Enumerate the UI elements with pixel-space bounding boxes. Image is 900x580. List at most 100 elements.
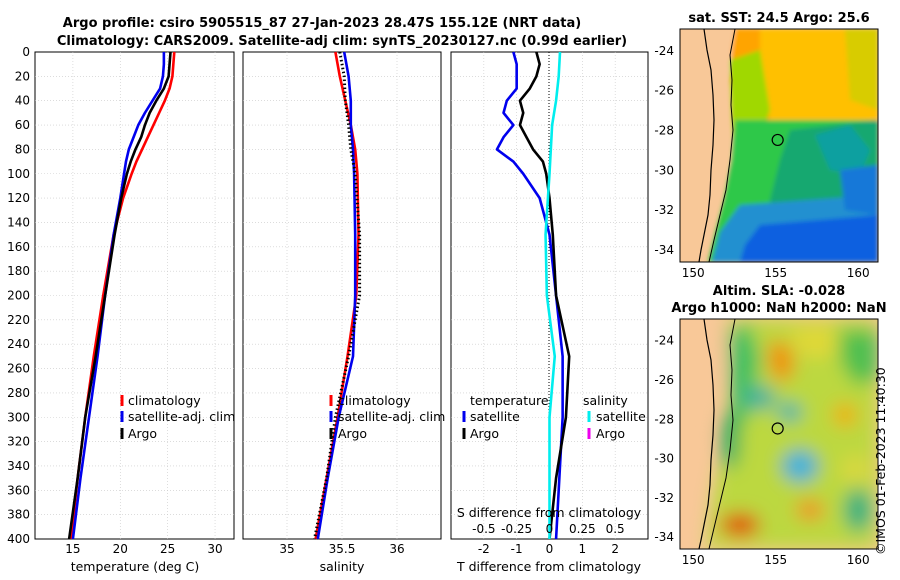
temperature-series bbox=[67, 51, 176, 540]
lat-tick-label: -30 bbox=[654, 163, 674, 177]
depth-tick-label: 160 bbox=[7, 240, 30, 254]
top-tick-label: -0.25 bbox=[501, 522, 532, 536]
series-salinity-satellite bbox=[544, 51, 562, 539]
lat-tick-label: -34 bbox=[654, 243, 674, 257]
x-tick-label: 1 bbox=[579, 542, 587, 556]
top-tick-label: -0.5 bbox=[472, 522, 495, 536]
depth-tick-label: 80 bbox=[15, 142, 30, 156]
lat-tick-label: -30 bbox=[654, 452, 674, 466]
x-tick-label: 35.5 bbox=[329, 542, 356, 556]
lon-tick-label: 155 bbox=[764, 553, 787, 567]
legend-satellite: satellite-adj. clim bbox=[128, 409, 235, 424]
x-tick-label: 30 bbox=[207, 542, 222, 556]
lat-tick-label: -26 bbox=[654, 84, 674, 98]
sst-map-title: sat. SST: 24.5 Argo: 25.6 bbox=[688, 11, 869, 26]
legend-s-satellite: satellite bbox=[596, 409, 646, 424]
lat-tick-label: -26 bbox=[654, 373, 674, 387]
lon-tick-label: 160 bbox=[847, 553, 870, 567]
legend-argo: Argo bbox=[128, 426, 157, 441]
series-satellite-adj-clim bbox=[316, 51, 357, 540]
shelf-contour bbox=[708, 319, 736, 549]
lat-tick-label: -24 bbox=[654, 44, 674, 58]
top-tick-label: 0 bbox=[546, 522, 554, 536]
depth-tick-label: 200 bbox=[7, 289, 30, 303]
depth-tick-label: 300 bbox=[7, 410, 30, 424]
lat-tick-label: -28 bbox=[654, 124, 674, 138]
legend-argo: Argo bbox=[338, 426, 367, 441]
top-tick-label: 0.25 bbox=[569, 522, 596, 536]
x-tick-label: 36 bbox=[389, 542, 404, 556]
shelf-contour bbox=[708, 29, 736, 262]
lon-tick-label: 155 bbox=[764, 266, 787, 280]
temperature-difference-xlabel: T difference from climatology bbox=[456, 559, 642, 574]
sst-lat-tick-labels: -24 -26 -28 -30 -32 -34 bbox=[654, 44, 674, 257]
sla-map-title-line2: Argo h1000: NaN h2000: NaN bbox=[671, 301, 886, 316]
argo-position-marker bbox=[771, 422, 784, 435]
figure-title-line2: Climatology: CARS2009. Satellite-adj cli… bbox=[57, 34, 627, 49]
x-tick-label: 0 bbox=[546, 542, 554, 556]
sla-lon-tick-labels: 150 155 160 bbox=[682, 553, 870, 567]
argo-position-marker bbox=[771, 133, 784, 147]
coastline bbox=[698, 319, 715, 549]
depth-tick-label: 220 bbox=[7, 313, 30, 327]
depth-tick-label: 100 bbox=[7, 167, 30, 181]
sst-map-frame bbox=[679, 28, 879, 263]
lat-tick-label: -34 bbox=[654, 530, 674, 544]
temperature-grid bbox=[35, 52, 234, 539]
sla-map: Altim. SLA: -0.028 Argo h1000: NaN h2000… bbox=[654, 284, 886, 567]
salinity-series bbox=[313, 51, 362, 540]
depth-tick-label: 60 bbox=[15, 118, 30, 132]
lon-tick-label: 150 bbox=[682, 266, 705, 280]
depth-tick-label: 140 bbox=[7, 215, 30, 229]
series-temperature-argo bbox=[518, 51, 571, 540]
series-climatology bbox=[69, 51, 176, 540]
temperature-panel: 0 20 40 60 80 100 120 140 160 180 200 220 240 260 280 3… bbox=[7, 45, 235, 574]
legend-climatology: climatology bbox=[338, 393, 411, 408]
sst-map-canvas bbox=[680, 29, 878, 262]
depth-tick-label: 240 bbox=[7, 337, 30, 351]
x-tick-label: 25 bbox=[160, 542, 175, 556]
salinity-legend: climatology satellite-adj. clim Argo bbox=[329, 393, 445, 441]
x-tick-label: 35 bbox=[279, 542, 294, 556]
depth-tick-label: 360 bbox=[7, 483, 30, 497]
salinity-xlabel: salinity bbox=[320, 559, 365, 574]
series-temperature-satellite bbox=[495, 51, 564, 540]
depth-tick-label: 340 bbox=[7, 459, 30, 473]
legend-t-satellite: satellite bbox=[470, 409, 520, 424]
lat-tick-label: -28 bbox=[654, 412, 674, 426]
sla-map-title-line1: Altim. SLA: -0.028 bbox=[713, 284, 845, 299]
coastline bbox=[698, 29, 715, 262]
depth-tick-label: 380 bbox=[7, 508, 30, 522]
legend-climatology: climatology bbox=[128, 393, 201, 408]
depth-tick-label: 120 bbox=[7, 191, 30, 205]
difference-grid bbox=[451, 52, 648, 539]
series-satellite-adj-clim bbox=[71, 52, 166, 540]
legend-s-argo: Argo bbox=[596, 426, 625, 441]
depth-tick-label: 400 bbox=[7, 532, 30, 546]
depth-tick-label: 40 bbox=[15, 94, 30, 108]
sla-map-canvas bbox=[680, 319, 878, 549]
sla-map-frame bbox=[679, 318, 879, 550]
temperature-xlabel: temperature (deg C) bbox=[71, 559, 200, 574]
depth-tick-label: 20 bbox=[15, 69, 30, 83]
x-tick-label: -1 bbox=[511, 542, 523, 556]
sla-field bbox=[680, 319, 878, 549]
figure-title-line1: Argo profile: csiro 5905515_87 27-Jan-20… bbox=[63, 16, 581, 31]
temperature-legend: climatology satellite-adj. clim Argo bbox=[120, 393, 235, 441]
legend-t-argo: Argo bbox=[470, 426, 499, 441]
salinity-difference-label: S difference from climatology bbox=[457, 505, 642, 520]
x-tick-label: -2 bbox=[478, 542, 490, 556]
salinity-panel: 35 35.5 36 salinity climatology satellite-… bbox=[242, 51, 445, 574]
difference-series bbox=[495, 51, 571, 540]
difference-panel: -2 -1 0 1 2 -0.5 -0.25 0 0.25 0.5 S difference f… bbox=[450, 51, 649, 574]
depth-tick-label: 280 bbox=[7, 386, 30, 400]
sst-lon-tick-labels: 150 155 160 bbox=[682, 266, 870, 280]
depth-tick-label: 260 bbox=[7, 362, 30, 376]
x-tick-label: 15 bbox=[65, 542, 80, 556]
x-tick-label: 2 bbox=[611, 542, 619, 556]
lon-tick-label: 150 bbox=[682, 553, 705, 567]
lat-tick-label: -32 bbox=[654, 491, 674, 505]
salinity-tick-labels: 35 35.5 36 bbox=[279, 542, 404, 556]
temperature-tick-labels: 15 20 25 30 bbox=[65, 542, 222, 556]
